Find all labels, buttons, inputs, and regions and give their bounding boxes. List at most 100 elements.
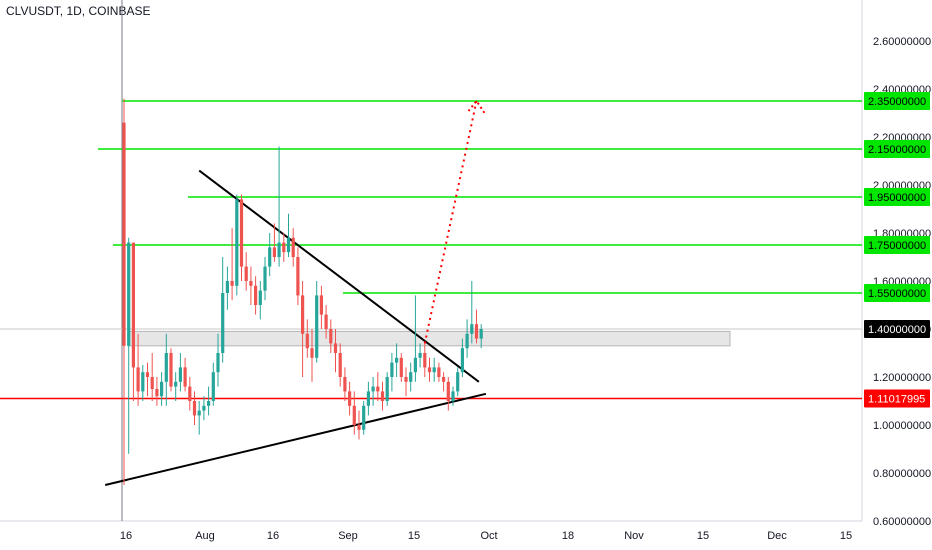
candle-body: [442, 377, 446, 382]
time-tick-label: 16: [120, 530, 132, 542]
trendlines-layer: [104, 169, 487, 486]
price-tick-label: 0.80000000: [873, 468, 931, 480]
candle-body: [131, 242, 135, 368]
candle: [418, 343, 422, 368]
candle: [183, 357, 187, 392]
time-tick-label: Nov: [624, 530, 644, 542]
candle-body: [418, 353, 422, 358]
price-badges-layer: 2.35000000 2.15000000 1.95000000 1.75000000…: [864, 92, 930, 408]
candle-body: [423, 353, 427, 368]
candle-body: [239, 199, 244, 267]
candle: [310, 329, 314, 382]
resistance-badge-5-bg: [864, 284, 930, 302]
time-tick-label: Dec: [767, 530, 787, 542]
candle: [188, 377, 192, 411]
candle: [296, 247, 300, 305]
candle-body: [376, 386, 380, 392]
candle: [268, 233, 272, 277]
candle-body: [324, 314, 328, 329]
candle: [451, 386, 455, 406]
candle-body: [390, 362, 394, 377]
candle: [244, 252, 248, 291]
candle: [211, 362, 215, 406]
resistance-badge-4-text: 1.75000000: [868, 240, 926, 252]
candle-body: [404, 377, 408, 382]
candles-layer: [122, 98, 483, 485]
candle-body: [197, 410, 201, 416]
candle: [423, 343, 427, 377]
candle: [380, 381, 385, 411]
candle: [474, 309, 479, 344]
candle-body: [357, 425, 361, 430]
candle-body: [343, 377, 347, 392]
candle-body: [291, 237, 295, 257]
candle-body: [268, 247, 272, 267]
resistance-badge-5-text: 1.55000000: [868, 288, 926, 300]
grid-layer: [0, 0, 863, 522]
candle-body: [380, 391, 385, 401]
candle: [442, 372, 446, 392]
candle: [357, 410, 361, 440]
candle: [479, 324, 483, 349]
candle: [207, 386, 211, 416]
candle-body: [348, 391, 352, 406]
candle: [385, 372, 389, 406]
candle-body: [207, 401, 211, 406]
candle-body: [122, 122, 126, 346]
trendline-2: [104, 392, 487, 486]
candle-body: [333, 343, 338, 353]
candle: [230, 228, 234, 301]
candle: [235, 194, 239, 296]
candle: [122, 98, 126, 485]
candle: [263, 257, 267, 301]
candle: [174, 372, 178, 401]
time-axis-layer: 16 Aug 16 Sep 15 Oct 18 Nov 15 Dec 15: [120, 530, 852, 542]
candle: [348, 381, 352, 416]
candle-body: [221, 293, 225, 353]
candle: [343, 367, 347, 401]
candle-body: [141, 372, 145, 392]
candle-body: [178, 367, 182, 382]
candle: [221, 257, 225, 363]
candle-body: [296, 257, 300, 296]
resistance-badge-1: 2.35000000: [864, 92, 930, 110]
candle: [192, 391, 197, 425]
candle: [352, 391, 356, 435]
candle-body: [366, 391, 370, 406]
candle-body: [272, 247, 276, 257]
candle-body: [282, 242, 286, 253]
candle-body: [136, 367, 140, 392]
time-tick-label: Aug: [195, 530, 215, 542]
candle-body: [456, 372, 460, 392]
time-tick-label: Sep: [338, 530, 358, 542]
candle: [272, 223, 276, 262]
support-badge: 1.11017995: [864, 389, 930, 408]
resistance-badge-3-text: 1.95000000: [868, 192, 926, 204]
candle-body: [315, 295, 319, 358]
candle: [155, 377, 159, 406]
candle-body: [155, 389, 159, 397]
candle: [456, 367, 460, 397]
candle-body: [352, 405, 356, 425]
candle-body: [409, 372, 413, 382]
candle: [366, 381, 370, 416]
resistance-badge-4: 1.75000000: [864, 236, 930, 254]
candle-body: [277, 242, 281, 257]
candle: [141, 365, 145, 401]
candle-body: [446, 381, 450, 401]
resistance-badge-2-bg: [864, 140, 930, 158]
resistance-levels-layer: [0, 100, 862, 400]
candle: [329, 319, 333, 353]
candle-body: [127, 242, 131, 346]
candle: [376, 372, 380, 401]
candle-body: [150, 377, 154, 389]
candle: [338, 343, 342, 387]
candle: [136, 333, 140, 406]
candle-body: [244, 266, 248, 281]
resistance-badge-1-text: 2.35000000: [868, 96, 926, 108]
candle-body: [399, 357, 403, 377]
candle-body: [235, 199, 239, 286]
candle: [197, 401, 201, 435]
candle: [202, 396, 206, 421]
